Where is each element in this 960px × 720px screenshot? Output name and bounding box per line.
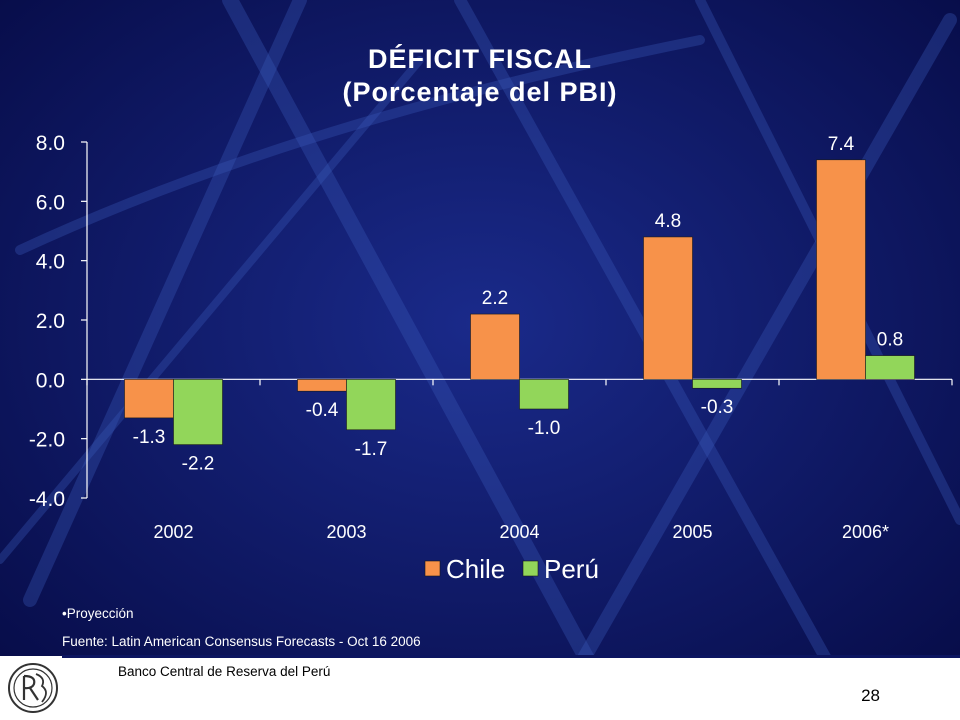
chart-subtitle: (Porcentaje del PBI)	[342, 77, 618, 107]
y-tick-label: 8.0	[36, 132, 65, 155]
x-tick-label: 2003	[326, 522, 366, 542]
bank-name: Banco Central de Reserva del Perú	[118, 664, 331, 679]
data-label: -1.3	[133, 427, 166, 448]
bar-peru	[346, 379, 396, 431]
data-label: -1.7	[355, 439, 388, 460]
bar-chile	[470, 313, 520, 380]
source-note: Fuente: Latin American Consensus Forecas…	[62, 634, 421, 649]
legend-swatch-chile	[424, 560, 441, 577]
bar-chile	[816, 159, 866, 380]
y-tick-label: 6.0	[36, 191, 65, 214]
page-number: 28	[861, 686, 880, 705]
y-tick-label: -4.0	[29, 488, 65, 511]
x-tick-label: 2005	[672, 522, 712, 542]
bar-peru	[692, 379, 742, 389]
data-label: 0.8	[877, 330, 903, 351]
data-label: -0.3	[701, 397, 734, 418]
bank-logo-icon	[8, 663, 58, 713]
y-tick-label: 0.0	[36, 369, 65, 392]
footer-band	[0, 656, 960, 720]
data-label: -0.4	[306, 400, 339, 421]
x-tick-label: 2004	[499, 522, 539, 542]
bar-peru	[865, 355, 915, 380]
bar-peru	[519, 379, 569, 410]
bar-chart: 8.06.04.02.00.0-2.0-4.0-1.3-2.22002-0.4-…	[29, 132, 915, 584]
data-label: 7.4	[828, 134, 855, 155]
legend-swatch-peru	[522, 560, 539, 577]
legend-label: Chile	[446, 554, 505, 584]
bar-chile	[124, 379, 174, 419]
x-tick-label: 2002	[153, 522, 193, 542]
y-tick-label: -2.0	[29, 429, 65, 452]
data-label: -1.0	[528, 418, 561, 439]
legend-label: Perú	[544, 554, 599, 584]
data-label: 4.8	[655, 211, 681, 232]
bar-peru	[173, 379, 223, 445]
data-label: 2.2	[482, 288, 508, 309]
y-tick-label: 4.0	[36, 251, 65, 274]
x-tick-label: 2006*	[842, 522, 889, 542]
data-label: -2.2	[182, 454, 215, 475]
bar-chile	[643, 236, 693, 380]
projection-note: •Proyección	[62, 606, 134, 621]
y-tick-label: 2.0	[36, 310, 65, 333]
bar-chile	[297, 379, 347, 392]
footer-divider	[62, 655, 960, 658]
chart-title: DÉFICIT FISCAL	[368, 44, 592, 74]
